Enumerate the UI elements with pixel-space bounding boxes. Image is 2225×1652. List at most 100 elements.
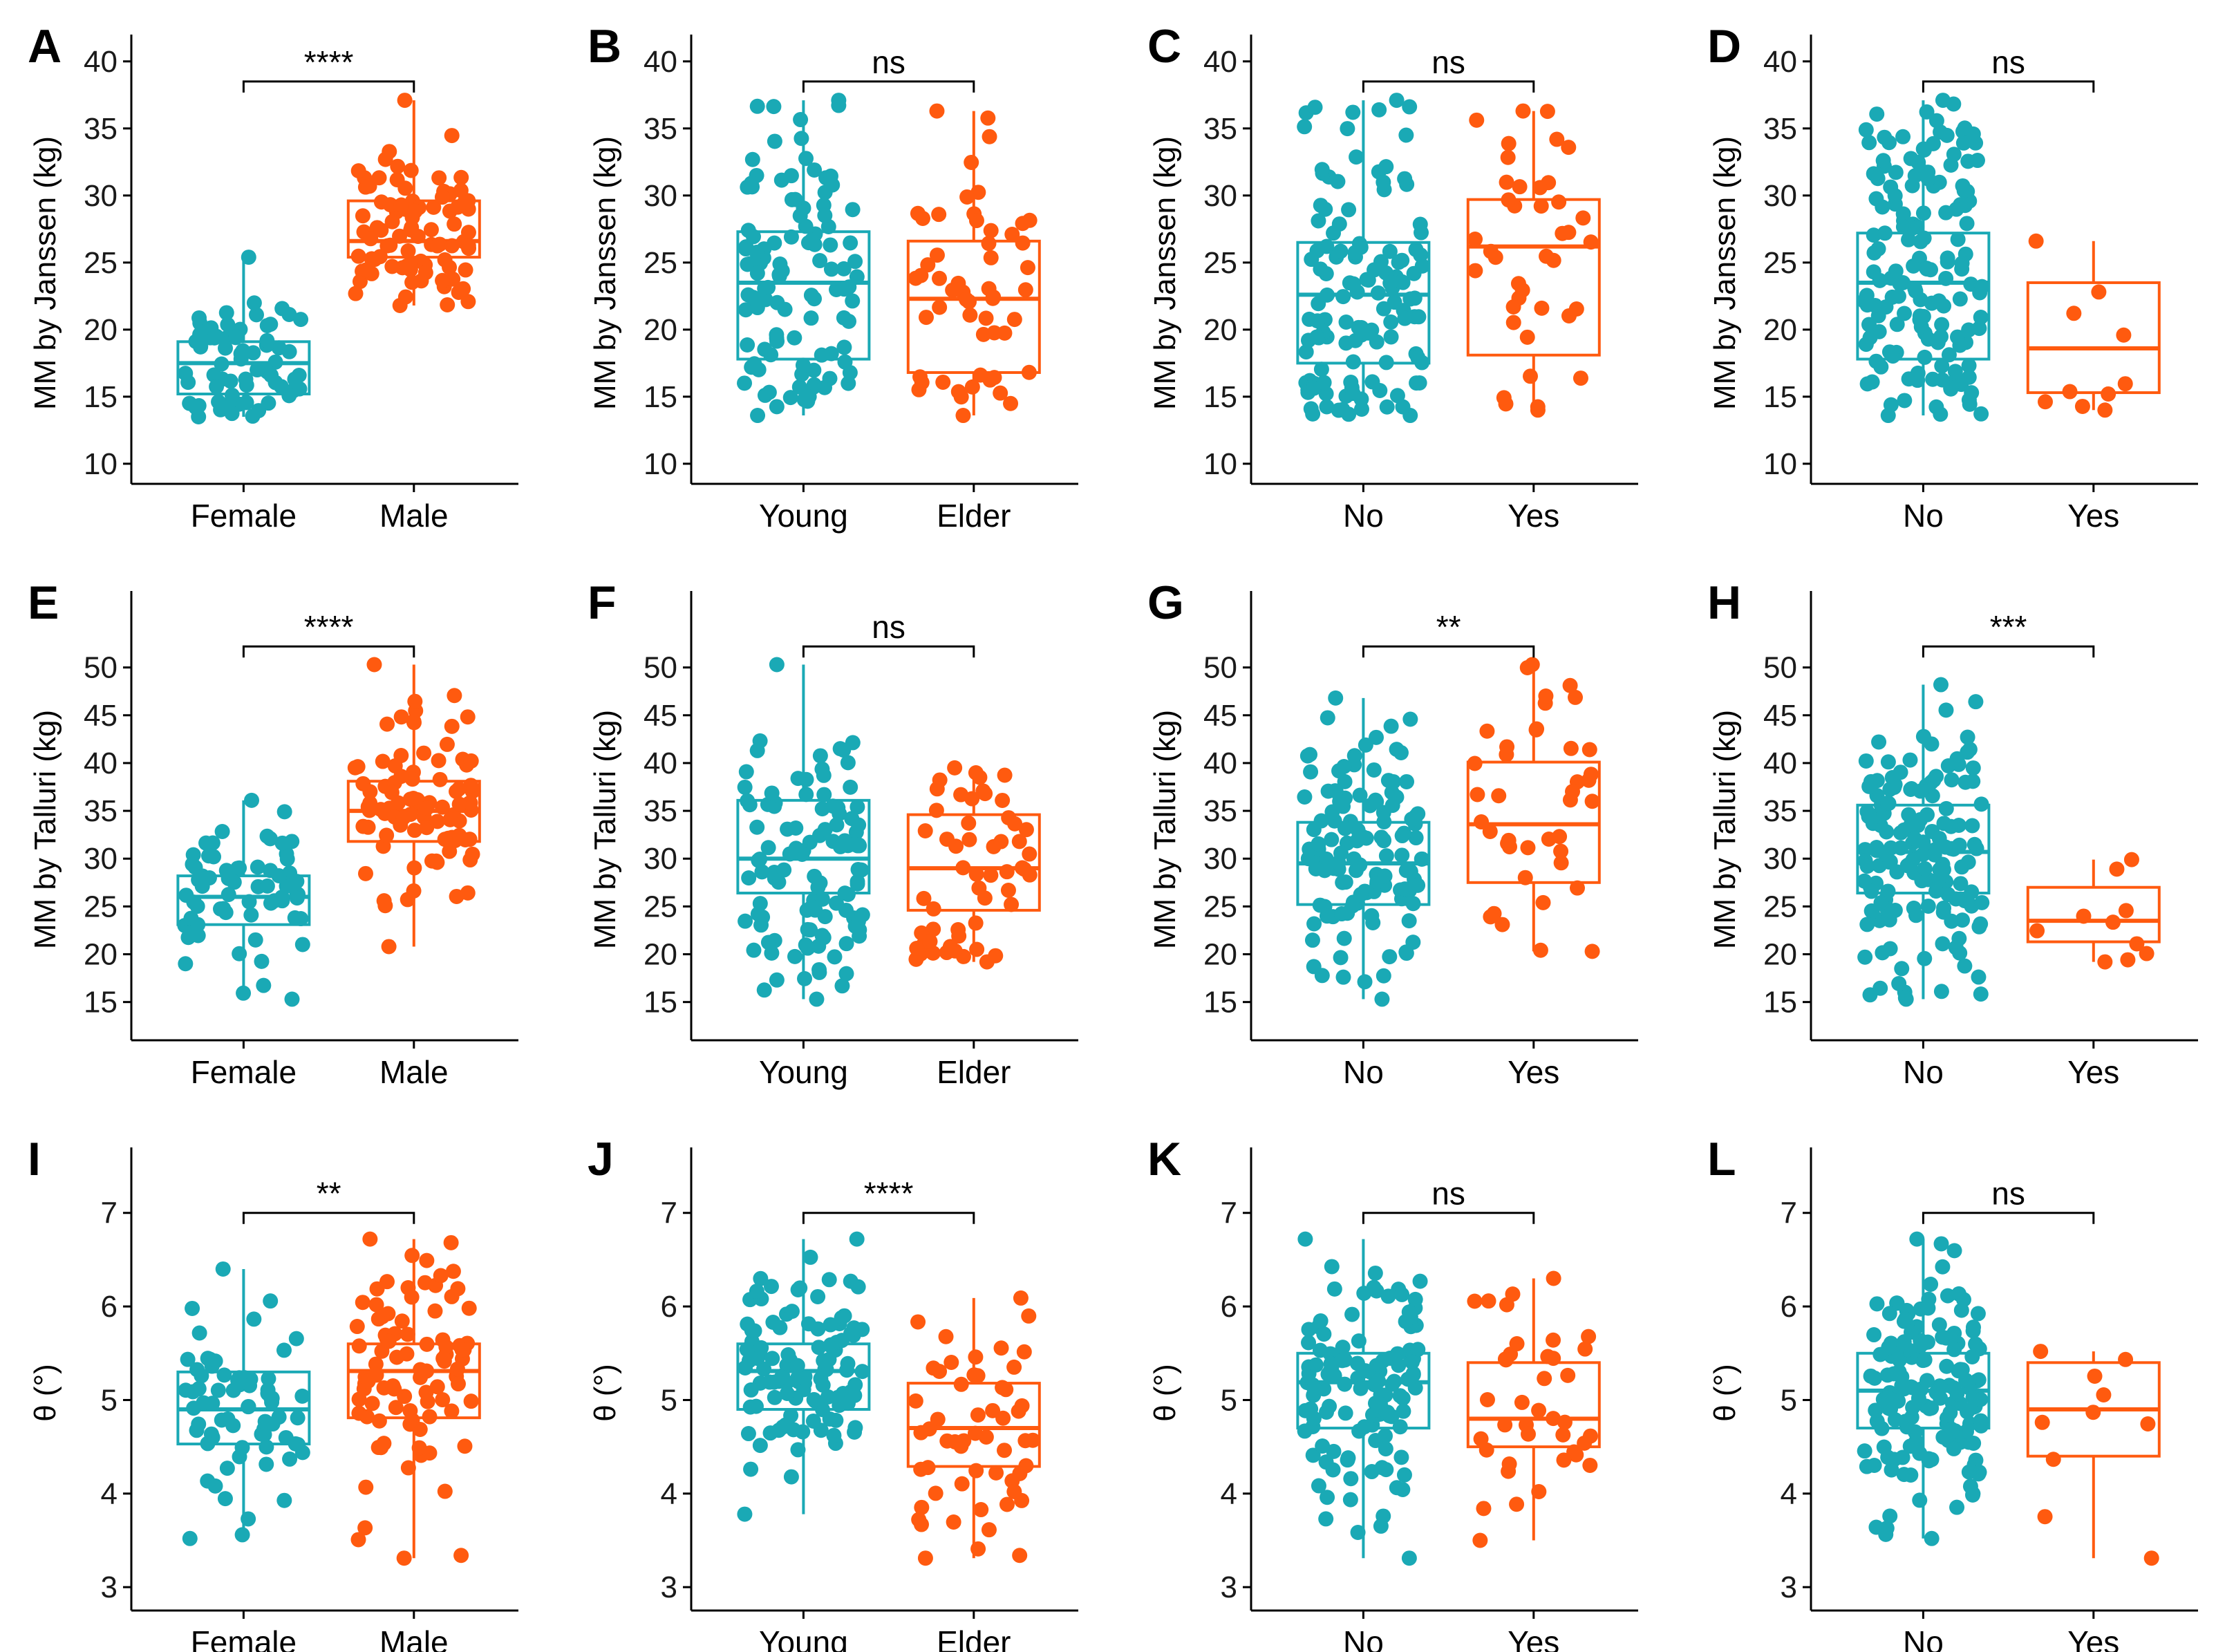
- data-point: [1344, 1306, 1360, 1322]
- data-point: [1410, 350, 1426, 366]
- data-point: [822, 370, 838, 386]
- data-point: [1479, 723, 1495, 739]
- y-tick-label: 30: [1763, 179, 1797, 213]
- data-point: [1305, 1447, 1321, 1463]
- data-point: [1412, 1273, 1428, 1289]
- panel-letter: L: [1707, 1133, 1736, 1185]
- data-point: [969, 941, 985, 957]
- data-point: [1906, 258, 1922, 274]
- data-point: [1405, 1368, 1420, 1384]
- panel-b: B 10 15 20 25 30 35 40 MM by Janssen (kg) Young El…: [588, 20, 1078, 534]
- data-point: [802, 922, 818, 938]
- data-point: [1520, 1426, 1536, 1442]
- panel-d: D 10 15 20 25 30 35 40 MM by Janssen (kg) No Yes ns: [1707, 20, 2198, 534]
- data-point: [823, 1317, 838, 1333]
- data-point: [1546, 1332, 1561, 1348]
- data-point: [1021, 364, 1037, 380]
- box-elder: [906, 103, 1041, 424]
- data-point: [744, 1322, 760, 1338]
- data-point: [1334, 906, 1350, 922]
- data-point: [1335, 969, 1351, 985]
- data-point: [1880, 883, 1896, 899]
- panel-letter: F: [588, 576, 617, 629]
- data-point: [218, 340, 234, 356]
- data-point: [228, 330, 244, 346]
- data-point: [232, 946, 247, 961]
- data-point: [1917, 861, 1933, 876]
- data-point: [2118, 1351, 2134, 1367]
- data-point: [1896, 1381, 1912, 1397]
- data-point: [363, 231, 379, 247]
- data-point: [390, 158, 406, 174]
- data-point: [772, 256, 788, 272]
- data-point: [1953, 876, 1969, 892]
- data-point: [371, 1413, 387, 1429]
- x-category-label: Young: [759, 1624, 848, 1652]
- data-point: [1368, 1433, 1384, 1449]
- data-point: [1407, 1291, 1423, 1307]
- data-point: [389, 1349, 405, 1365]
- x-category-label: Female: [191, 498, 297, 534]
- data-point: [435, 1351, 451, 1367]
- x-category-label: No: [1343, 1054, 1384, 1090]
- data-point: [238, 377, 254, 393]
- data-point: [1320, 1490, 1335, 1505]
- data-point: [968, 1349, 984, 1365]
- data-point: [795, 357, 811, 373]
- data-point: [282, 1451, 298, 1467]
- data-point: [217, 1491, 233, 1507]
- data-point: [400, 258, 415, 274]
- data-point: [798, 937, 814, 953]
- data-point: [1924, 1530, 1940, 1546]
- data-point: [1969, 841, 1984, 856]
- data-point: [1893, 840, 1909, 856]
- data-point: [1968, 1452, 1984, 1468]
- data-point: [1962, 742, 1978, 758]
- data-point: [1020, 260, 1035, 276]
- data-point: [220, 317, 236, 332]
- data-point: [1959, 1404, 1975, 1420]
- data-point: [1311, 1478, 1326, 1494]
- data-point: [925, 945, 941, 961]
- data-point: [1969, 153, 1985, 169]
- x-category-label: Young: [759, 498, 848, 534]
- data-point: [381, 1333, 397, 1349]
- panel-i: I 3 4 5 6 7 θ (°) Female Male **: [28, 1133, 518, 1652]
- data-point: [1946, 1243, 1962, 1259]
- data-point: [192, 326, 208, 342]
- data-point: [1316, 375, 1332, 391]
- data-point: [200, 1436, 216, 1452]
- data-point: [1532, 942, 1548, 958]
- data-point: [1907, 831, 1923, 847]
- y-tick-label: 3: [1221, 1570, 1237, 1604]
- data-point: [364, 1396, 380, 1411]
- data-point: [943, 1355, 959, 1371]
- data-point: [757, 341, 773, 357]
- data-point: [372, 249, 388, 265]
- data-point: [1401, 1550, 1417, 1566]
- data-point: [1917, 349, 1933, 365]
- data-point: [750, 906, 766, 922]
- data-point: [1383, 329, 1399, 345]
- data-point: [1897, 393, 1913, 409]
- data-point: [1346, 276, 1362, 292]
- panel-letter: G: [1147, 576, 1184, 629]
- data-point: [1297, 1231, 1313, 1247]
- y-tick-label: 20: [1763, 313, 1797, 347]
- data-point: [262, 831, 278, 847]
- data-point: [955, 408, 971, 424]
- data-point: [2120, 952, 2136, 968]
- significance-bracket: [242, 645, 415, 658]
- data-point: [1875, 153, 1891, 169]
- data-point: [1915, 141, 1931, 157]
- panel-letter: H: [1707, 576, 1741, 629]
- data-point: [360, 1373, 376, 1389]
- data-point: [1346, 748, 1362, 764]
- data-point: [908, 270, 923, 286]
- y-tick-label: 25: [1763, 890, 1797, 923]
- data-point: [854, 1364, 870, 1380]
- y-axis-title: θ (°): [588, 1364, 622, 1422]
- data-point: [1942, 1405, 1958, 1420]
- data-point: [1581, 742, 1597, 758]
- data-point: [827, 949, 843, 965]
